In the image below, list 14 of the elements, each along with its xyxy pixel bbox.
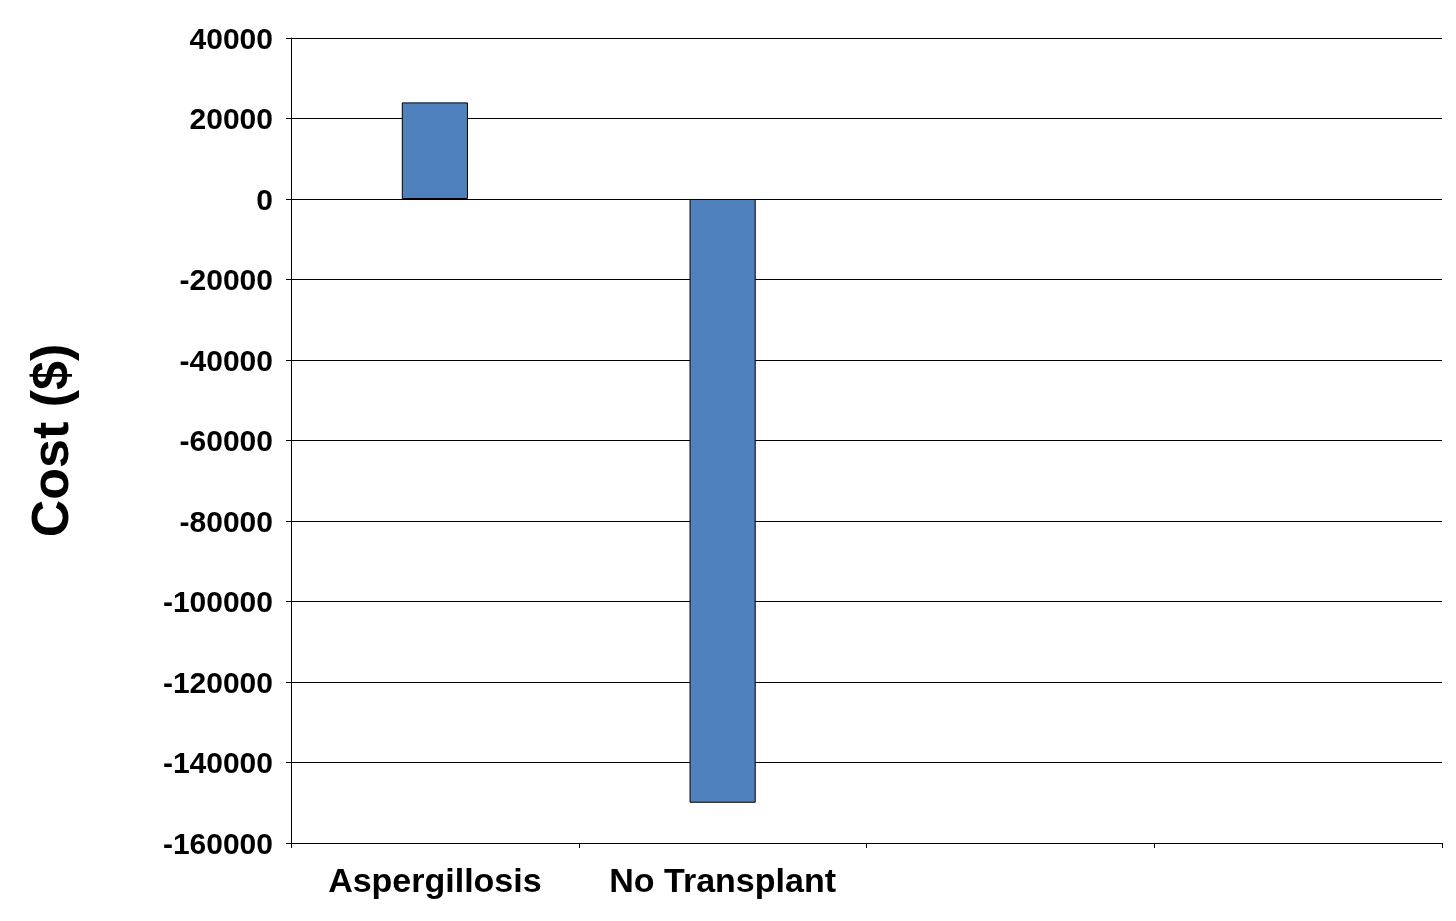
y-tick-label: -60000 (179, 424, 273, 457)
x-tick-label: Aspergillosis (328, 861, 542, 899)
y-tick-label: -160000 (162, 826, 273, 860)
y-tick-label: 20000 (189, 102, 273, 135)
y-tick-label: -40000 (179, 343, 273, 377)
y-tick-label: -140000 (162, 746, 273, 779)
y-axis-title: Cost ($) (21, 343, 79, 538)
y-tick-label: -20000 (179, 263, 273, 296)
y-tick-label: -100000 (162, 585, 273, 618)
x-tick-label: No Transplant (609, 861, 836, 899)
y-tick-label: -80000 (179, 504, 273, 538)
y-tick-label: -120000 (162, 665, 273, 699)
y-tick-label: 0 (256, 182, 273, 216)
y-tick-label: 40000 (189, 21, 273, 55)
